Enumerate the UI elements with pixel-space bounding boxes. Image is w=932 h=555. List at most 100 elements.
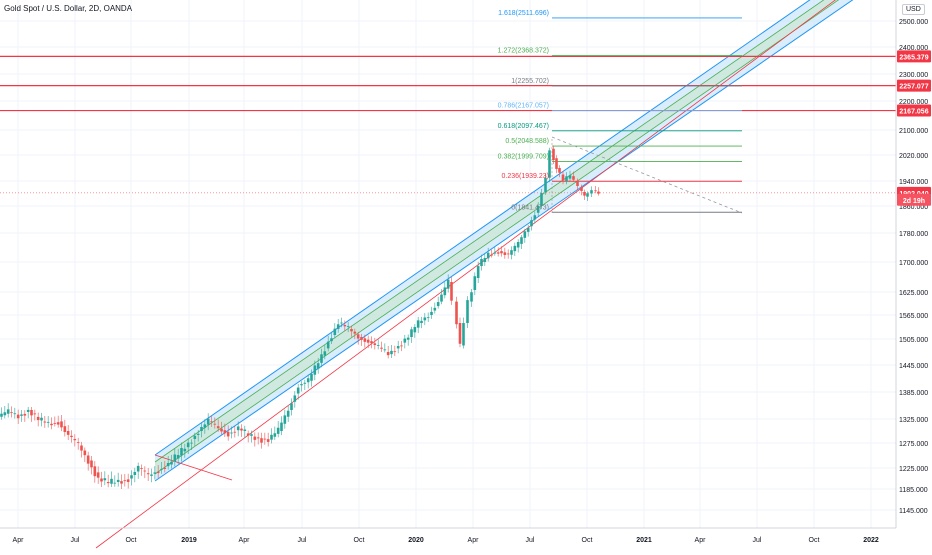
candle-body	[36, 416, 40, 421]
candle-body	[120, 481, 123, 484]
candle-body	[33, 413, 37, 415]
candle-body	[440, 294, 443, 302]
candle-body	[256, 437, 260, 439]
channel-edge-line	[154, 0, 811, 456]
y-tick-label: 1565.000	[899, 313, 928, 320]
candle-body	[423, 317, 427, 321]
candle-body	[53, 423, 57, 424]
channel-inner-line	[154, 0, 840, 475]
candle-body	[216, 426, 220, 429]
price-tag-label: 2257.077	[899, 84, 928, 91]
candle-body	[156, 471, 160, 474]
candle-body	[160, 468, 163, 470]
candle-body	[260, 438, 263, 443]
candle-body	[506, 253, 510, 255]
candle-body	[143, 470, 147, 472]
y-tick-label: 2300.000	[899, 72, 928, 79]
candle-body	[565, 176, 568, 181]
candle-body	[90, 460, 93, 468]
candle-body	[153, 472, 157, 474]
candle-body	[446, 279, 450, 289]
candle-body	[280, 422, 283, 431]
candle-body	[353, 331, 357, 334]
y-tick-label: 1275.000	[899, 441, 928, 448]
currency-button[interactable]: USD	[902, 4, 925, 15]
fib-trend-line	[551, 136, 743, 214]
candle-body	[366, 339, 370, 343]
candle-body	[243, 429, 247, 431]
price-tag-box	[897, 50, 931, 63]
candle-body	[336, 324, 340, 329]
candle-body	[200, 426, 203, 431]
candle-body	[363, 338, 367, 342]
candle-body	[520, 237, 523, 244]
candle-body	[130, 475, 133, 479]
candle-body	[558, 168, 561, 173]
x-tick-label: Apr	[13, 537, 25, 544]
fib-level-label: 0.236(1939.23)	[502, 173, 549, 180]
candle-body	[126, 479, 130, 482]
x-tick-label: Jul	[298, 537, 307, 544]
candle-body	[386, 352, 390, 356]
candle-body	[40, 417, 43, 421]
candle-body	[73, 439, 77, 441]
y-tick-label: 2020.000	[899, 153, 928, 160]
candle-body	[96, 472, 100, 478]
fib-level-label: 1.618(2511.696)	[498, 10, 549, 17]
chart-title: Gold Spot / U.S. Dollar, 2D, OANDA	[4, 4, 133, 13]
candle-body	[430, 311, 433, 315]
candle-body	[536, 205, 540, 213]
candle-body	[273, 433, 277, 437]
x-axis-labels: Apr Jul Oct 2019 Apr Jul Oct 2020 Apr Jul Oct 2021 A…	[13, 537, 879, 544]
candle-body	[246, 433, 250, 436]
candle-body	[496, 252, 500, 254]
candle-body	[226, 431, 230, 437]
fib-level-label: 0.5(2048.588)	[505, 138, 549, 145]
candle-body	[340, 322, 343, 324]
x-tick-label: Jul	[753, 537, 762, 544]
candle-body	[103, 478, 107, 481]
candle-body	[196, 433, 200, 435]
candle-body	[383, 349, 387, 351]
candle-body	[400, 345, 403, 347]
candle-body	[236, 426, 240, 431]
candle-body	[146, 473, 150, 475]
fib-level-label: 1(2255.702)	[511, 78, 549, 85]
candle-body	[420, 320, 423, 323]
candle-body	[486, 252, 490, 259]
x-tick-label: Oct	[354, 537, 365, 544]
candle-body	[483, 258, 487, 262]
candle-body	[70, 435, 73, 438]
candle-body	[555, 158, 558, 169]
candle-body	[296, 387, 300, 394]
candle-body	[186, 442, 190, 448]
x-tick-label: Apr	[239, 537, 251, 544]
y-tick-label: 2500.000	[899, 19, 928, 26]
axes	[0, 0, 897, 529]
candle-body	[466, 300, 469, 323]
candle-body	[290, 403, 293, 410]
candle-body	[20, 414, 23, 416]
candle-body	[413, 327, 417, 333]
candle-body	[43, 421, 47, 423]
candle-body	[380, 347, 383, 349]
candle-body	[576, 181, 579, 186]
y-tick-label: 1780.000	[899, 231, 928, 238]
candle-body	[230, 432, 233, 434]
candle-body	[173, 454, 177, 462]
candle-body	[326, 341, 330, 349]
candle-body	[403, 338, 407, 343]
candle-body	[526, 227, 530, 232]
candle-body	[493, 252, 497, 254]
candle-body	[343, 325, 347, 327]
x-tick-label: Jul	[526, 537, 535, 544]
candle-body	[63, 426, 67, 432]
candle-body	[0, 413, 3, 417]
y-tick-label: 1860.000	[899, 204, 928, 211]
candle-body	[283, 415, 287, 424]
candle-body	[86, 455, 90, 464]
candle-body	[140, 468, 143, 469]
